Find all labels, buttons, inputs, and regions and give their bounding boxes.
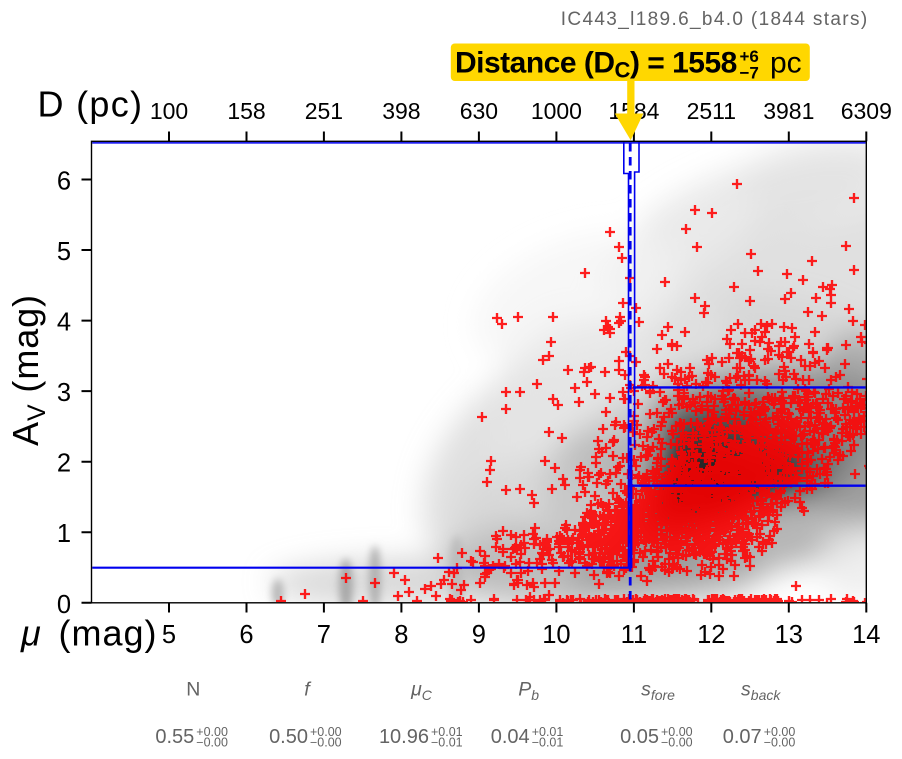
svg-text:+0.00: +0.00	[661, 725, 693, 739]
svg-text:0: 0	[57, 591, 71, 619]
svg-text:+0.01: +0.01	[532, 725, 564, 739]
svg-text:−0.00: −0.00	[310, 736, 342, 750]
svg-text:6: 6	[239, 621, 253, 649]
svg-text:3981: 3981	[763, 98, 814, 124]
svg-text:0.55: 0.55	[155, 726, 194, 748]
svg-text:+0.00: +0.00	[196, 725, 228, 739]
svg-text:−0.00: −0.00	[196, 736, 228, 750]
svg-text:1: 1	[57, 520, 71, 548]
svg-text:9: 9	[472, 621, 486, 649]
svg-text:100: 100	[150, 98, 188, 124]
svg-text:2: 2	[57, 450, 71, 478]
svg-text:7: 7	[317, 621, 331, 649]
svg-text:12: 12	[697, 621, 725, 649]
svg-text:pc: pc	[770, 47, 802, 80]
svg-text:6: 6	[57, 168, 71, 196]
svg-text:0.04: 0.04	[491, 726, 530, 748]
svg-text:2511: 2511	[687, 98, 736, 124]
svg-text:N: N	[186, 679, 200, 701]
svg-text:0.07: 0.07	[723, 726, 762, 748]
svg-text:13: 13	[775, 621, 803, 649]
svg-text:5: 5	[57, 238, 71, 266]
svg-text:−0.01: −0.01	[532, 736, 564, 750]
svg-text:1000: 1000	[531, 98, 582, 124]
svg-text:μ(mag): μ (mag)	[20, 612, 158, 653]
svg-text:0.05: 0.05	[620, 726, 659, 748]
svg-text:398: 398	[382, 98, 420, 124]
svg-text:−0.00: −0.00	[661, 736, 693, 750]
svg-text:f: f	[304, 679, 312, 701]
svg-text:+6: +6	[740, 47, 759, 66]
svg-text:14: 14	[852, 621, 880, 649]
svg-text:D (pc): D (pc)	[38, 84, 144, 125]
svg-text:5: 5	[162, 621, 176, 649]
svg-text:−0.00: −0.00	[764, 736, 796, 750]
svg-text:AV (mag): AV (mag)	[5, 294, 51, 446]
svg-text:10: 10	[542, 621, 570, 649]
svg-text:6309: 6309	[841, 98, 892, 124]
svg-text:Distance (DC) = 1558: Distance (DC) = 1558	[455, 47, 737, 83]
svg-text:630: 630	[460, 98, 498, 124]
svg-text:−7: −7	[740, 64, 759, 83]
svg-text:+0.00: +0.00	[310, 725, 342, 739]
svg-text:3: 3	[57, 379, 71, 407]
svg-text:IC443_l189.6_b4.0 (1844 stars): IC443_l189.6_b4.0 (1844 stars)	[561, 9, 869, 30]
svg-text:10.96: 10.96	[379, 726, 429, 748]
svg-text:+0.01: +0.01	[431, 725, 463, 739]
svg-text:−0.01: −0.01	[431, 736, 463, 750]
svg-text:0.50: 0.50	[269, 726, 308, 748]
svg-text:11: 11	[621, 621, 647, 649]
svg-text:158: 158	[227, 98, 265, 124]
svg-text:251: 251	[305, 98, 343, 124]
svg-text:8: 8	[394, 621, 408, 649]
svg-text:+0.00: +0.00	[764, 725, 796, 739]
svg-text:4: 4	[57, 309, 71, 337]
